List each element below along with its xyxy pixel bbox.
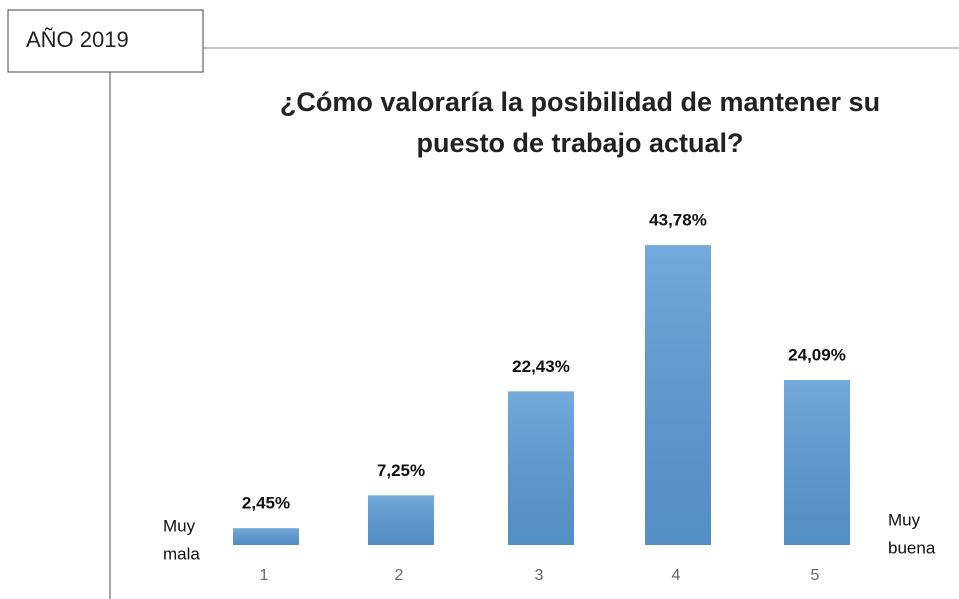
annotation: Muy <box>888 510 921 529</box>
x-tick-label: 3 <box>535 567 544 584</box>
bar-shade <box>784 379 850 545</box>
value-label: 43,78% <box>649 211 707 230</box>
bar-shade <box>645 245 711 545</box>
annotation: Muy <box>163 516 196 535</box>
x-tick-label: 4 <box>672 567 681 584</box>
chart-title: puesto de trabajo actual? <box>416 128 743 158</box>
annotation: buena <box>888 538 936 557</box>
bar-shade <box>368 495 434 545</box>
x-tick-label: 1 <box>260 567 269 584</box>
value-label: 22,43% <box>512 357 570 376</box>
value-label: 24,09% <box>788 345 846 364</box>
chart-title: ¿Cómo valoraría la posibilidad de manten… <box>280 87 880 117</box>
value-label: 7,25% <box>377 461 425 480</box>
x-tick-label: 2 <box>395 567 404 584</box>
year-label: AÑO 2019 <box>26 27 129 52</box>
x-tick-label: 5 <box>811 567 820 584</box>
value-label: 2,45% <box>242 494 290 513</box>
label-box <box>7 9 204 73</box>
bar-shade <box>508 391 574 545</box>
annotation: mala <box>163 544 200 563</box>
bar-shade <box>233 528 299 545</box>
